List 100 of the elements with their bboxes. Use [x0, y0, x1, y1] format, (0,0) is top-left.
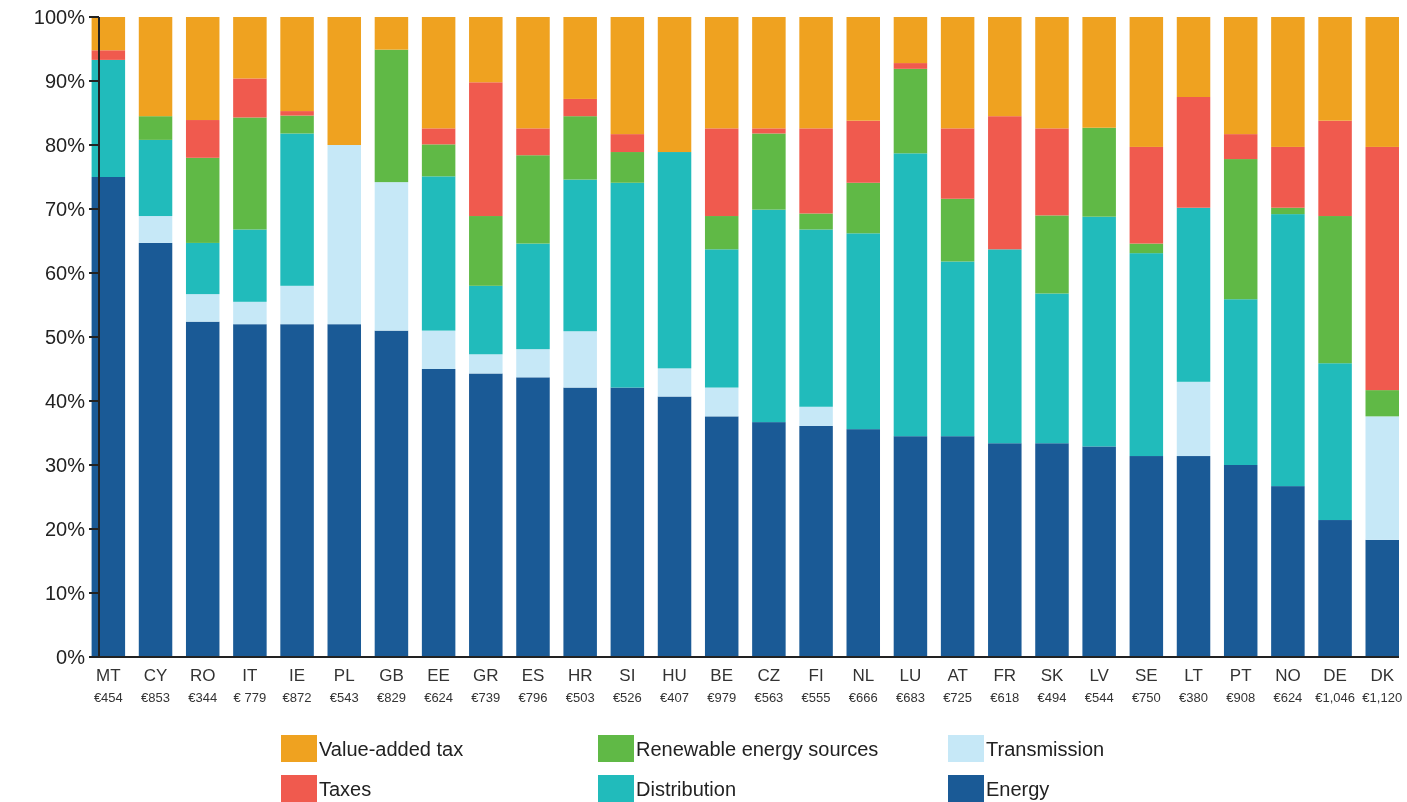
bar [1129, 243, 1164, 254]
x-tick-label: DK €1,120 [1362, 666, 1403, 705]
x-tick-label: SE €750 [1131, 666, 1161, 705]
bar [469, 82, 503, 217]
bar [799, 406, 833, 426]
bar [704, 387, 739, 417]
bar [469, 17, 503, 83]
bar [1318, 363, 1352, 521]
bar [138, 139, 173, 217]
bar [846, 120, 880, 183]
bar [704, 416, 739, 657]
bar [1035, 17, 1069, 129]
bar [988, 17, 1022, 117]
legend-label: Transmission [986, 738, 1105, 760]
bar [138, 17, 173, 117]
x-tick-label: LV €544 [1084, 666, 1114, 705]
bar [516, 243, 550, 350]
bar [893, 68, 928, 154]
bar [846, 17, 880, 121]
y-tick-label: 30% [44, 454, 86, 476]
bar [563, 331, 597, 388]
bar [752, 128, 786, 134]
bar [374, 182, 409, 331]
bar [469, 216, 503, 286]
bar [610, 387, 645, 657]
bar [1223, 299, 1258, 465]
bar [893, 17, 928, 64]
bar [185, 294, 220, 322]
bar [940, 198, 975, 262]
bar [421, 144, 456, 177]
bar [846, 182, 880, 234]
bar [988, 116, 1022, 250]
bar [138, 116, 173, 140]
bar [280, 111, 314, 116]
bar [752, 17, 786, 129]
bar [1223, 134, 1258, 160]
bar [91, 50, 126, 60]
bar [421, 128, 456, 145]
bar [704, 216, 739, 250]
bar [280, 115, 314, 134]
bar [704, 128, 739, 217]
x-tick-label: LT €380 [1179, 666, 1208, 705]
bar [657, 368, 692, 397]
bar [1223, 159, 1258, 300]
y-tick-label: 90% [44, 70, 86, 92]
bar [1365, 416, 1399, 540]
x-tick-label: PT €908 [1226, 666, 1256, 705]
x-tick-label: AT €725 [943, 666, 973, 705]
bar [1271, 214, 1305, 487]
bar [893, 63, 928, 69]
bar [327, 145, 362, 325]
bar [1176, 381, 1211, 457]
x-tick-label: PL €543 [329, 666, 359, 705]
bar [1129, 146, 1164, 244]
x-tick-label: SI €526 [612, 666, 642, 705]
bar [374, 17, 409, 50]
bar [233, 17, 267, 79]
bar [327, 17, 362, 145]
bar [233, 324, 267, 657]
bar [469, 373, 503, 657]
bar [1271, 17, 1305, 147]
y-tick-label: 10% [44, 582, 86, 604]
bar [704, 17, 739, 129]
bar [657, 396, 692, 657]
bar [233, 78, 267, 118]
legend-label: Energy [986, 778, 1050, 800]
x-tick-label: MT €454 [93, 666, 123, 705]
y-tick-label: 60% [44, 262, 86, 284]
bar [610, 182, 645, 388]
bar [1271, 486, 1305, 657]
bar [138, 242, 173, 657]
bar [610, 17, 645, 135]
bar [1082, 17, 1116, 128]
x-tick-label: NL €666 [848, 666, 878, 705]
x-tick-label: SK €494 [1037, 666, 1067, 705]
bar [563, 98, 597, 117]
bar [752, 422, 786, 657]
bar [1318, 520, 1352, 657]
bar [893, 436, 928, 657]
bar [516, 17, 550, 129]
bar [563, 116, 597, 180]
x-tick-label: DE €1,046 [1315, 666, 1355, 705]
bar [1035, 443, 1069, 657]
x-tick-label: GB €829 [376, 666, 406, 705]
bar [799, 213, 833, 230]
bar [799, 17, 833, 129]
bar [469, 354, 503, 374]
bar [516, 349, 550, 378]
bar [1035, 293, 1069, 444]
bar [516, 155, 550, 244]
bar [185, 17, 220, 121]
bar [846, 233, 880, 430]
bar [1271, 146, 1305, 208]
bar [1035, 215, 1069, 294]
x-tick-label: BE €979 [707, 666, 737, 705]
bar [940, 128, 975, 199]
y-tick-label: 70% [44, 198, 86, 220]
bar [610, 134, 645, 153]
bar [185, 120, 220, 158]
bar [1223, 465, 1258, 657]
